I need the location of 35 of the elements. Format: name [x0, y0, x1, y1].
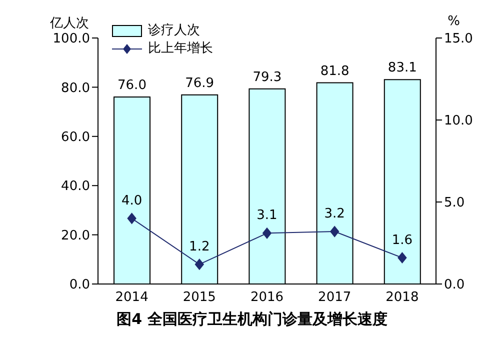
point	[330, 226, 340, 238]
data-label: 3.1	[256, 208, 278, 224]
point	[194, 258, 204, 270]
data-label: 83.1	[388, 60, 417, 76]
data-label: 79.3	[252, 70, 282, 85]
legend-label: 比上年增长	[148, 40, 213, 58]
y-tick-label: 40.0	[61, 179, 90, 194]
point	[127, 212, 136, 224]
point	[398, 252, 407, 264]
y-tick-label: 60.0	[61, 130, 90, 146]
text: 图4 全国医疗卫生机构门诊量及增长速度	[116, 310, 388, 329]
y-tick-label: 100.0	[52, 32, 90, 47]
y2-tick-label: 15.0	[444, 32, 473, 47]
y2-tick-label: 10.0	[444, 114, 473, 129]
data-label: 76.9	[185, 76, 214, 91]
y2-axis-title: %	[448, 14, 460, 29]
y-axis-title: 亿人次	[50, 15, 89, 32]
x-tick-label: 2014	[115, 290, 148, 306]
y2-tick-label: 0.0	[444, 278, 465, 293]
x-tick-label: 2016	[250, 290, 284, 306]
y-tick-label: 80.0	[61, 80, 90, 96]
x-tick-label: 2017	[318, 290, 352, 306]
y-tick-label: 20.0	[61, 228, 90, 244]
data-label: 1.2	[189, 239, 210, 254]
y2-tick-label: 5.0	[444, 196, 465, 211]
point	[262, 228, 272, 239]
data-label: 1.6	[392, 232, 413, 248]
x-tick-label: 2015	[182, 290, 216, 306]
x-tick-label: 2018	[386, 290, 419, 306]
data-label: 3.2	[324, 206, 345, 222]
legend-label: 诊疗人次	[148, 22, 200, 40]
data-label: 4.0	[121, 193, 142, 208]
data-label: 76.0	[118, 78, 146, 94]
data-label: 81.8	[320, 64, 350, 79]
y-tick-label: 0.0	[69, 278, 90, 293]
